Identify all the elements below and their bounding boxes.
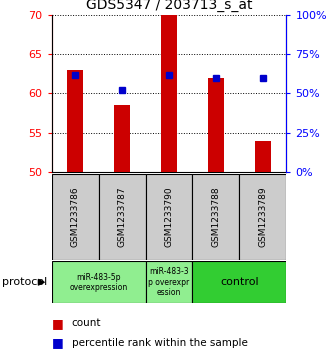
Text: miR-483-5p
overexpression: miR-483-5p overexpression	[70, 273, 128, 292]
Text: GSM1233790: GSM1233790	[165, 187, 173, 247]
Text: GSM1233789: GSM1233789	[258, 187, 267, 247]
Bar	[239, 174, 286, 260]
Bar	[161, 15, 177, 172]
Text: protocol: protocol	[2, 277, 47, 287]
Bar	[67, 70, 83, 172]
Text: control: control	[220, 277, 259, 287]
Bar	[146, 261, 192, 303]
Bar	[114, 105, 130, 172]
Bar	[52, 261, 146, 303]
Text: percentile rank within the sample: percentile rank within the sample	[72, 338, 247, 348]
Text: ■: ■	[52, 317, 63, 330]
Text: ■: ■	[52, 337, 63, 350]
Text: GSM1233786: GSM1233786	[71, 187, 80, 247]
Bar	[146, 174, 192, 260]
Text: GSM1233788: GSM1233788	[211, 187, 220, 247]
Bar	[192, 174, 239, 260]
Bar	[208, 78, 224, 172]
Bar	[192, 261, 286, 303]
Bar	[99, 174, 146, 260]
Text: miR-483-3
p overexpr
ession: miR-483-3 p overexpr ession	[149, 267, 189, 297]
Bar	[52, 174, 99, 260]
Text: count: count	[72, 318, 101, 328]
Bar	[255, 141, 271, 172]
Text: GSM1233787: GSM1233787	[118, 187, 127, 247]
Title: GDS5347 / 203713_s_at: GDS5347 / 203713_s_at	[86, 0, 252, 12]
